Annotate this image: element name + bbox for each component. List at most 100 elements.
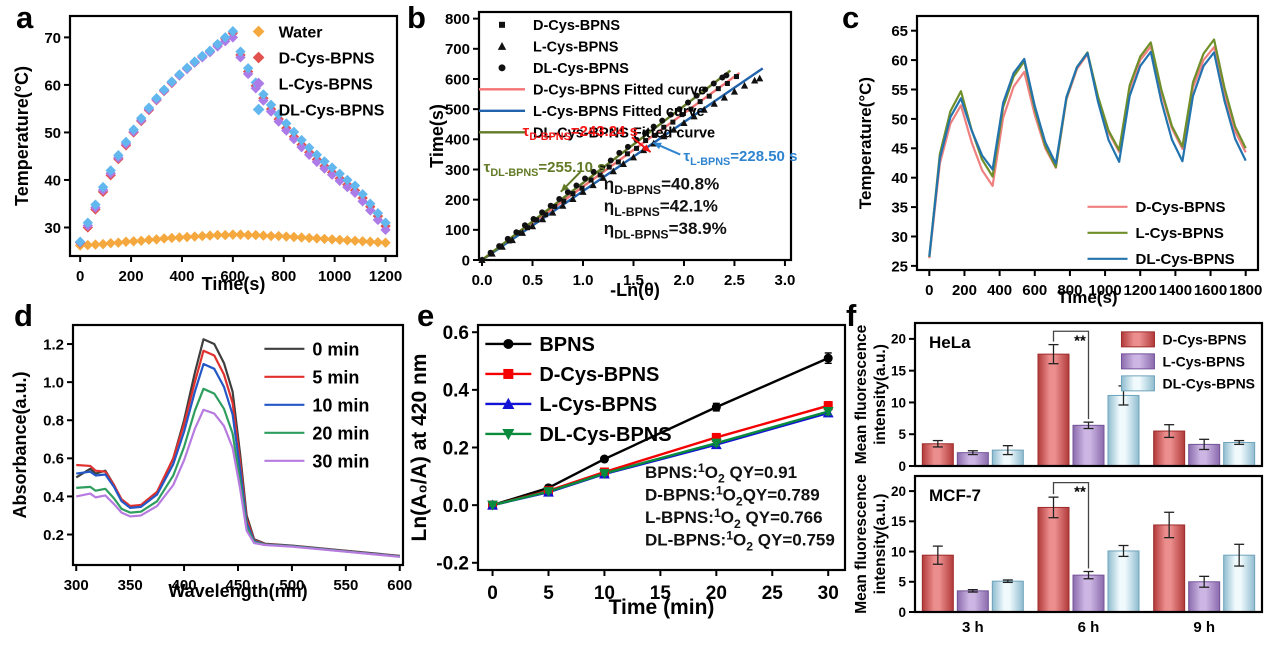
x-tick-label: 600 <box>387 577 412 594</box>
x-tick-label: 400 <box>987 282 1012 299</box>
x-tick-label: 350 <box>118 577 143 594</box>
legend-label-20 min: 20 min <box>312 423 369 443</box>
y-tick-label: 0.2 <box>443 438 469 459</box>
x-tick-label: 1000 <box>1088 282 1121 299</box>
bar-DL-Cys-BPNS-9 h <box>1223 441 1256 467</box>
bar-DL-Cys-BPNS-6 h <box>1107 394 1140 467</box>
y-tick-label: 60 <box>891 52 908 69</box>
panel-d-chart: 300 350 400 450 500 550 600 0.2 0.4 0.6 0.8 1.0 1.2 W… <box>10 323 412 601</box>
y-tick-label: 700 <box>445 41 470 58</box>
annotation-arrow <box>560 183 569 192</box>
panel-a-letter: a <box>16 0 34 35</box>
y-tick-label: 300 <box>445 162 470 179</box>
y-tick-label: 30 <box>891 229 908 246</box>
category-label: 6 h <box>1078 619 1100 636</box>
cell-line-label: MCF-7 <box>929 486 981 505</box>
x-tick-label: 1.5 <box>623 272 644 289</box>
series-line-30 min <box>76 408 400 558</box>
annotation: D-BPNS:1O2QY=0.789 <box>645 484 820 509</box>
panel-c-plot: 0 200 400 600 800 1000 1200 1400 1600 1800 25 30 35 4… <box>856 14 1262 307</box>
x-tick-label: 0 <box>76 268 84 285</box>
annotation: BPNS:1O2 QY=0.91 <box>645 461 797 486</box>
y-axis-label: Temperature(°C) <box>856 77 875 209</box>
panel-e-letter: e <box>417 298 435 333</box>
significance-label: ** <box>1074 484 1086 501</box>
y-tick-label: 0.2 <box>43 527 64 544</box>
legend-label-D-Cys-BPNS: D-Cys-BPNS <box>1162 331 1246 347</box>
x-tick-label: 450 <box>225 577 250 594</box>
y-tick-label: 600 <box>445 71 470 88</box>
x-tick-label: 1200 <box>369 268 402 285</box>
y-tick-label: 10 <box>891 395 906 410</box>
legend-label-DL-Cys-BPNS: DL-Cys-BPNS <box>1136 251 1235 268</box>
panel-b-plot: 0.0 0.5 1.0 1.5 2.0 2.5 3.0 0 100 200 300 400 500 600… <box>427 10 797 300</box>
y-tick-label: 200 <box>445 192 470 209</box>
legend-label-D-Cys-BPNS: D-Cys-BPNS <box>533 18 620 34</box>
legend-label-L-Cys-BPNS: L-Cys-BPNS <box>1162 353 1244 369</box>
x-tick-label: 2.5 <box>724 272 745 289</box>
x-tick-label: 0.5 <box>522 272 543 289</box>
annotation: L-BPNS:1O2 QY=0.766 <box>645 506 823 531</box>
annotation: ηD-BPNS=40.8% <box>604 174 719 197</box>
y-tick-label: 100 <box>445 222 470 239</box>
legend-label-L-Cys-BPNS: L-Cys-BPNS <box>533 40 619 56</box>
legend-label-10 min: 10 min <box>312 395 369 415</box>
x-axis-label: Time(s) <box>202 274 266 294</box>
x-tick-label: 15 <box>650 583 672 604</box>
y-tick-label: 50 <box>891 111 908 128</box>
cell-line-label: HeLa <box>929 333 971 352</box>
x-tick-label: 400 <box>169 268 194 285</box>
bar-DL-Cys-BPNS-6 h <box>1107 550 1140 613</box>
y-tick-label: 55 <box>891 82 908 99</box>
y-tick-label: 1.0 <box>43 375 64 392</box>
y-tick-label: 20 <box>891 484 906 499</box>
y-tick-label: 5 <box>898 427 906 442</box>
legend-label-L-Cys-BPNS Fitted curve: L-Cys-BPNS Fitted curve <box>533 104 705 120</box>
series-line-DL-Cys-BPNS <box>928 50 1247 257</box>
x-tick-label: 600 <box>220 268 245 285</box>
x-tick-label: 20 <box>706 583 727 604</box>
x-tick-label: 0 <box>925 282 933 299</box>
annotation: ηDL-BPNS=38.9% <box>604 219 727 242</box>
bar-D-Cys-BPNS-6 h <box>1037 353 1070 467</box>
annotation: DL-BPNS:1O2 QY=0.759 <box>645 529 835 554</box>
x-tick-label: 10 <box>594 583 615 604</box>
legend-label-D-Cys-BPNS Fitted curve: D-Cys-BPNS Fitted curve <box>533 83 706 99</box>
annotation: τDL-BPNS=255.10 s <box>484 159 606 179</box>
legend-label-L-Cys-BPNS: L-Cys-BPNS <box>539 394 657 416</box>
x-tick-label: 500 <box>279 577 304 594</box>
y-tick-label: 10 <box>891 544 906 559</box>
y-axis-label: Ln(A₀/A) at 420 nm <box>408 354 431 542</box>
x-axis-label: -Ln(θ) <box>610 280 660 300</box>
y-tick-label: 0.6 <box>43 451 64 468</box>
panel-d-plot: 300 350 400 450 500 550 600 0.2 0.4 0.6 0.8 1.0 1.2 W… <box>10 323 412 601</box>
y-tick-label: 50 <box>44 125 61 142</box>
x-tick-label: 600 <box>1022 282 1047 299</box>
legend-label-DL-Cys-BPNS Fitted curve: DL-Cys-BPNS Fitted curve <box>533 126 715 142</box>
x-tick-label: 3.0 <box>775 272 796 289</box>
x-tick-label: 300 <box>64 577 89 594</box>
legend-label-L-Cys-BPNS: L-Cys-BPNS <box>1136 225 1224 242</box>
y-tick-label: 45 <box>891 141 908 158</box>
y-tick-label: 15 <box>891 514 907 529</box>
significance-label: ** <box>1074 332 1086 349</box>
panel-e-chart: 0 5 10 15 20 25 30 -0.2 0.0 0.2 0.4 0.6 Time (min) Ln… <box>408 323 847 619</box>
x-tick-label: 550 <box>333 577 358 594</box>
y-tick-label: 25 <box>891 258 908 275</box>
category-label: 3 h <box>962 619 984 636</box>
x-axis-label: Time (min) <box>609 596 715 619</box>
x-tick-label: 1200 <box>1124 282 1157 299</box>
panel-a-plot: 0 200 400 600 800 1000 1200 30 40 50 60 70 Time(s) Te… <box>12 14 402 294</box>
y-tick-label: 0.4 <box>43 489 65 506</box>
y-tick-label: 30 <box>44 220 61 237</box>
panel-b-letter: b <box>407 0 426 35</box>
annotation-arrow <box>653 142 662 150</box>
bar-L-Cys-BPNS-6 h <box>1072 574 1105 613</box>
y-tick-label: 1.2 <box>43 336 64 353</box>
y-axis-label: Mean fluorescence intensity(a.u.) <box>853 474 889 614</box>
annotation-arrow <box>642 144 651 153</box>
legend-label-D-Cys-BPNS: D-Cys-BPNS <box>279 50 375 67</box>
legend-label-Water: Water <box>279 24 323 41</box>
